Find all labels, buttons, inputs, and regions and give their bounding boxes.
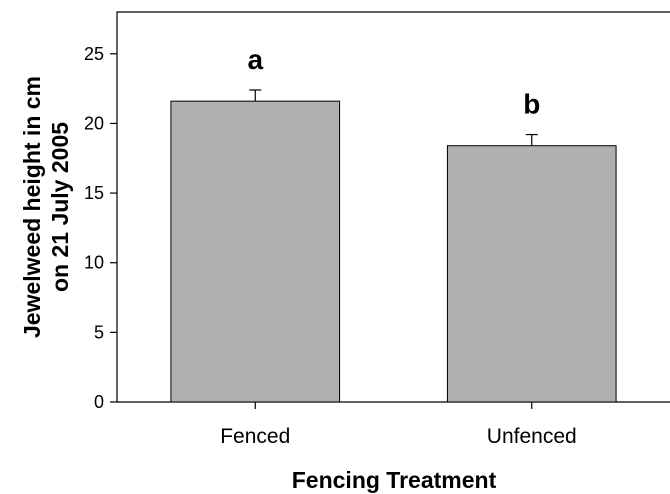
bars-group: ab (170, 44, 617, 403)
y-tick-label: 15 (84, 183, 104, 203)
y-tick-label: 0 (94, 392, 104, 412)
x-tick-label-fenced: Fenced (220, 425, 290, 448)
plot-frame (116, 11, 670, 402)
y-tick-label: 5 (94, 322, 104, 342)
y-axis-title-line-1: Jewelweed height in cm (19, 76, 45, 338)
x-axis-labels: Fenced Unfenced (220, 402, 577, 448)
y-tick-label: 25 (84, 44, 104, 64)
y-axis-ticks: 0 5 10 15 20 25 (84, 44, 117, 412)
y-axis-title-line-2: on 21 July 2005 (47, 122, 73, 292)
y-tick-label: 20 (84, 113, 104, 133)
bar-unfenced (446, 145, 617, 403)
y-tick-label: 10 (84, 253, 104, 273)
significance-label-unfenced: b (523, 89, 540, 120)
x-axis-title: Fencing Treatment (292, 467, 497, 493)
y-axis-title: Jewelweed height in cm on 21 July 2005 (19, 76, 73, 338)
bar-fenced (170, 100, 341, 403)
significance-label-fenced: a (247, 44, 263, 75)
x-tick-label-unfenced: Unfenced (487, 425, 577, 448)
